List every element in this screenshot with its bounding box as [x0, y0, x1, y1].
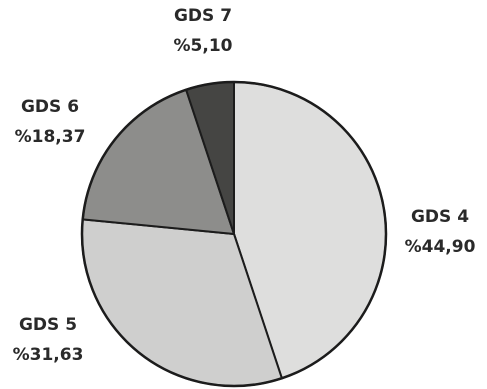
slice-label: GDS 4 — [411, 207, 469, 227]
slice-value-label: %44,90 — [405, 237, 476, 257]
slice-label: GDS 6 — [21, 97, 79, 117]
slice-value-label: %31,63 — [13, 345, 84, 365]
slice-value-label: %5,10 — [174, 36, 233, 56]
slice-value-label: %18,37 — [15, 127, 86, 147]
pie-labels: GDS 4 %44,90 GDS 5 %31,63 GDS 6 %18,37 GDS 7 %5… — [13, 6, 476, 365]
slice-label: GDS 7 — [174, 6, 232, 26]
pie-slices — [81, 81, 387, 387]
pie-outline — [80, 80, 388, 388]
slice-label: GDS 5 — [19, 315, 77, 335]
